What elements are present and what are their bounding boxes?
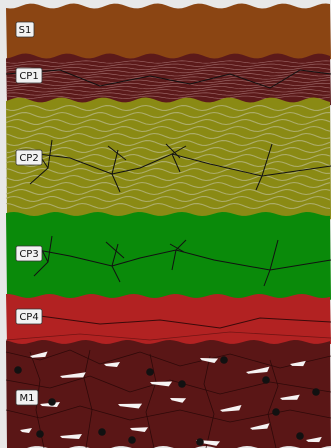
layer-label-cp1: CP1: [15, 67, 43, 84]
layer-label-cp4: CP4: [15, 308, 43, 325]
layer-s1: [6, 3, 331, 62]
layer-cp2: [5, 97, 331, 220]
layer-label-cp3: CP3: [15, 245, 43, 262]
layer-cp3-fill: [6, 212, 331, 301]
layer-m1-fill: [6, 340, 331, 448]
layer-label-m1: M1: [15, 389, 39, 406]
layer-stack: [5, 3, 331, 448]
layer-labels: S1 CP1 CP2 CP3 CP4 M1: [15, 21, 43, 406]
layer-cp4-fill: [6, 294, 331, 347]
layer-cp2-fill: [6, 97, 331, 220]
layer-label-cp4-text: CP4: [19, 312, 38, 323]
layer-s1-fill: [6, 3, 331, 62]
layer-label-cp2: CP2: [15, 149, 43, 166]
layer-cp4-texture: [5, 315, 331, 341]
layer-cp3: [6, 212, 331, 301]
layer-cp4: [5, 294, 331, 347]
layer-label-cp2-text: CP2: [19, 153, 38, 164]
layer-cp1: [5, 53, 331, 106]
layer-label-cp1-text: CP1: [19, 71, 38, 82]
layer-m1: [5, 340, 331, 448]
layer-cp1-texture: [5, 60, 331, 99]
layer-label-m1-text: M1: [20, 393, 35, 404]
layer-cp3-texture: [33, 235, 331, 287]
layer-cp2-texture: [5, 104, 331, 210]
layer-label-cp3-text: CP3: [19, 249, 38, 260]
layer-label-s1-text: S1: [19, 25, 32, 36]
layer-label-s1: S1: [15, 21, 35, 38]
